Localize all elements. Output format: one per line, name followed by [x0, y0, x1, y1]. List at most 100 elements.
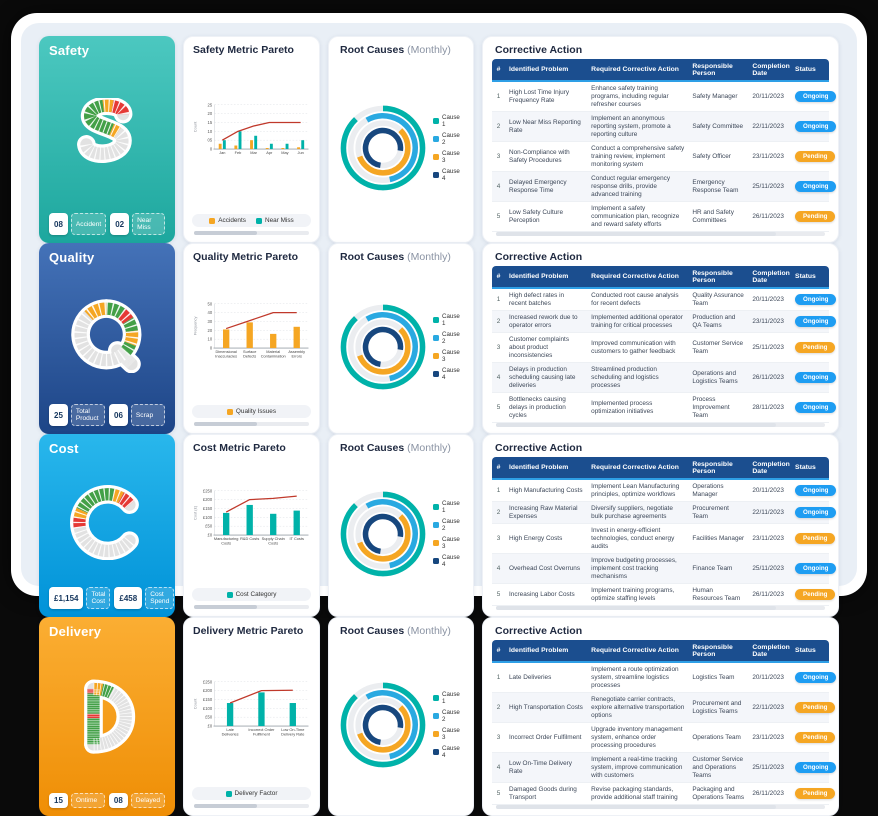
svg-text:Costs: Costs: [268, 540, 278, 545]
table-cell: HR and Safety Committees: [688, 202, 748, 232]
bar: [223, 140, 226, 149]
svg-text:20: 20: [208, 111, 213, 116]
table-cell: 26/11/2023: [748, 783, 791, 805]
table-cell: Operations and Logistics Teams: [688, 363, 748, 393]
bar: [270, 334, 276, 348]
legend-item: Cause 3: [433, 727, 465, 741]
bar: [286, 144, 289, 149]
legend-swatch-icon: [433, 154, 439, 160]
corrective-action-title: Corrective Action: [492, 251, 829, 266]
ring-chart: [337, 457, 429, 610]
column-header: #: [492, 457, 505, 479]
status-badge: Ongoing: [795, 181, 836, 193]
horizontal-scrollbar[interactable]: [496, 423, 825, 427]
svg-text:Feb: Feb: [235, 150, 242, 155]
horizontal-scrollbar[interactable]: [194, 804, 309, 808]
legend-item: Cause 1: [433, 691, 465, 705]
column-header: Completion Date: [748, 640, 791, 662]
dashboard-panel: Safety 08 Accident 02 Near Miss Safety M…: [21, 23, 857, 586]
kpi-row: Cost £1,154 Total Cost £458 Cost Spend C…: [39, 434, 839, 617]
status-badge: Ongoing: [795, 372, 836, 384]
table-cell: Increasing Labor Costs: [505, 584, 587, 606]
scrollbar-thumb[interactable]: [496, 805, 776, 809]
scrollbar-thumb[interactable]: [496, 232, 776, 236]
legend-item: Cause 4: [433, 745, 465, 759]
legend-swatch-icon: [433, 504, 439, 510]
corrective-action-title: Corrective Action: [492, 625, 829, 640]
horizontal-scrollbar[interactable]: [194, 231, 309, 235]
svg-text:£250: £250: [203, 488, 213, 493]
column-header: Completion Date: [748, 457, 791, 479]
column-header: #: [492, 59, 505, 81]
svg-text:Count: Count: [192, 121, 197, 132]
svg-text:10: 10: [208, 129, 213, 134]
ring-chart-svg: [337, 679, 429, 771]
bar: [270, 514, 276, 535]
column-header: Identified Problem: [505, 59, 587, 81]
bar: [294, 511, 300, 535]
horizontal-scrollbar[interactable]: [496, 606, 825, 610]
bar: [258, 692, 264, 726]
svg-text:20: 20: [208, 328, 213, 333]
bar: [297, 147, 300, 149]
horizontal-scrollbar[interactable]: [496, 232, 825, 236]
column-header: Required Corrective Action: [587, 457, 688, 479]
table-cell: Operations Manager: [688, 479, 748, 502]
pareto-legend: Quality Issues: [192, 405, 311, 418]
kpi-badge: £1,154 Total Cost: [49, 587, 110, 609]
kpi-badges: 08 Accident 02 Near Miss: [49, 213, 165, 235]
scrollbar-thumb[interactable]: [496, 606, 776, 610]
column-header: Completion Date: [748, 266, 791, 288]
badge-value: 02: [110, 213, 129, 235]
table-cell: Implement Lean Manufacturing principles,…: [587, 479, 688, 502]
table-cell: 22/11/2023: [748, 112, 791, 142]
svg-text:£150: £150: [203, 506, 213, 511]
kpi-tile-title: Quality: [49, 250, 165, 265]
column-header: Status: [791, 59, 829, 81]
table-cell: 25/11/2023: [748, 333, 791, 363]
scrollbar-thumb[interactable]: [194, 605, 257, 609]
scrollbar-thumb[interactable]: [194, 804, 257, 808]
svg-text:R&D Costs: R&D Costs: [240, 536, 259, 541]
cumulative-line: [226, 496, 297, 512]
badge-label: Scrap: [131, 404, 165, 426]
badge-value: 08: [109, 793, 128, 808]
legend-swatch-icon: [433, 353, 439, 359]
table-cell: 26/11/2023: [748, 584, 791, 606]
badge-value: 15: [49, 793, 68, 808]
legend-swatch-icon: [433, 118, 439, 124]
table-cell: Low Near Miss Reporting Rate: [505, 112, 587, 142]
table-cell: Packaging and Operations Teams: [688, 783, 748, 805]
bar: [281, 148, 284, 149]
svg-text:30: 30: [208, 319, 213, 324]
table-cell: 3: [492, 723, 505, 753]
horizontal-scrollbar[interactable]: [194, 605, 309, 609]
table-cell: Safety Committee: [688, 112, 748, 142]
status-badge: Ongoing: [795, 121, 836, 133]
bar: [223, 329, 229, 348]
column-header: #: [492, 266, 505, 288]
table-cell: Increased rework due to operator errors: [505, 311, 587, 333]
scrollbar-thumb[interactable]: [496, 423, 776, 427]
table-cell: Delays in production scheduling causing …: [505, 363, 587, 393]
table-cell: Implement an anonymous reporting system,…: [587, 112, 688, 142]
svg-text:Deliveries: Deliveries: [222, 731, 239, 736]
legend-swatch-icon: [227, 592, 233, 598]
horizontal-scrollbar[interactable]: [496, 805, 825, 809]
table-cell: Implemented process optimization initiat…: [587, 393, 688, 423]
scrollbar-thumb[interactable]: [194, 422, 257, 426]
horizontal-scrollbar[interactable]: [194, 422, 309, 426]
column-header: Responsible Person: [688, 457, 748, 479]
table-cell: Conducted root cause analysis for recent…: [587, 288, 688, 311]
corrective-action-title: Corrective Action: [492, 44, 829, 59]
scrollbar-thumb[interactable]: [194, 231, 257, 235]
